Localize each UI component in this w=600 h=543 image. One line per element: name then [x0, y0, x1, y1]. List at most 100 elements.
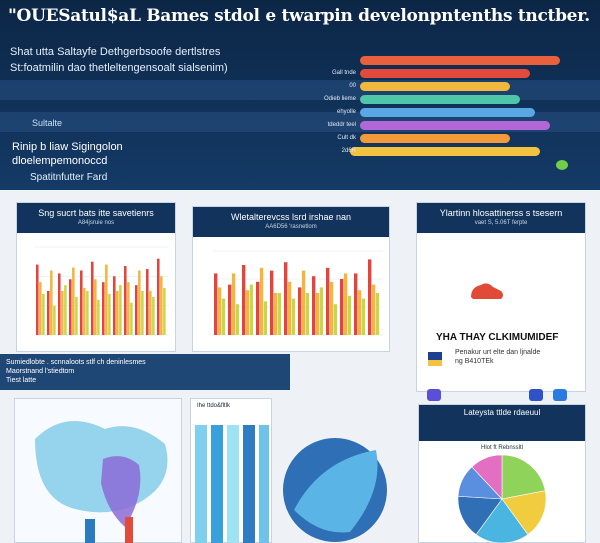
- world-map-graphic: [35, 421, 168, 543]
- hero-desc-line-1: Rinip b liaw Sigingolon: [12, 141, 123, 153]
- hero-band-label: Sultalte: [32, 118, 63, 128]
- hero-bar: [360, 82, 510, 91]
- pie-chart: [457, 454, 547, 543]
- bar: [319, 287, 324, 335]
- bar: [157, 258, 160, 335]
- bar: [94, 279, 97, 335]
- mid-section-header: Sumiedlobte . scnnaloots stlf ch deninle…: [0, 354, 290, 390]
- bar: [305, 293, 310, 335]
- bar: [50, 270, 53, 335]
- chat-icon[interactable]: [529, 389, 543, 401]
- message-icon[interactable]: [553, 389, 567, 401]
- panel-promo: Ylartinn hlosattinerss s tsesern vaet S,…: [416, 202, 586, 401]
- hero-bar: [350, 147, 540, 156]
- bar: [217, 287, 222, 335]
- bar: [69, 279, 72, 335]
- bar: [119, 285, 122, 335]
- bar: [249, 284, 254, 335]
- bar: [160, 276, 163, 335]
- bar: [340, 279, 344, 335]
- panel-5-header: Lateysta ttlde rdaeuul: [419, 405, 585, 441]
- bar: [361, 298, 366, 335]
- bar: [301, 270, 306, 335]
- bar: [61, 291, 64, 335]
- hero-subtitle-line-2: St:foatmilin dao thetleltengensoalt sial…: [10, 62, 228, 74]
- hero-bar: [360, 108, 535, 117]
- panel-1-subtitle: A84jsruie nos: [77, 220, 115, 226]
- bar: [80, 270, 83, 335]
- bar: [354, 273, 358, 335]
- bar: [343, 273, 348, 335]
- bar: [326, 267, 330, 335]
- promo-title: YHA THAY CLKIMUMIDEF: [436, 332, 559, 343]
- app-icon[interactable]: [427, 389, 441, 401]
- mid-line-1: Sumiedlobte . scnnaloots stlf ch deninle…: [6, 359, 146, 366]
- hero-bar-label: Cult dk: [337, 135, 356, 141]
- panel-bar-chart-2: Wletalterevcss lsrd irshae nan AA6D56 'r…: [192, 206, 390, 352]
- bar: [42, 293, 45, 335]
- hero-banner: "OUESatul$aL Bames stdol e twarpin devel…: [0, 0, 600, 190]
- globe-graphic: [283, 438, 387, 542]
- bar: [135, 285, 138, 335]
- bar: [371, 284, 376, 335]
- bar: [221, 298, 226, 335]
- bar: [64, 285, 67, 335]
- bar: [102, 282, 105, 335]
- mid-line-3: Tiest latte: [6, 377, 37, 384]
- bar: [242, 265, 246, 335]
- bar: [329, 281, 334, 335]
- panel-column-grid: Ihe ttdo&fltlk: [190, 398, 272, 543]
- bar: [228, 284, 232, 335]
- bar: [36, 264, 39, 335]
- status-dot: [556, 160, 568, 170]
- hero-subtitle-line-1: Shat utta Saltayfe Dethgerbsoofe dertlst…: [10, 46, 221, 58]
- bar: [83, 288, 86, 335]
- bar: [214, 273, 218, 335]
- bar: [368, 259, 372, 335]
- hero-bar-label: 00: [349, 83, 356, 89]
- bar: [138, 270, 141, 335]
- bar: [149, 291, 152, 335]
- panel-pie-chart: Lateysta ttlde rdaeuul Hlot ft Rebnssltl: [418, 404, 586, 543]
- promo-line-1: Penakur urt elte dan ljnalde: [455, 349, 541, 356]
- bar: [75, 296, 78, 335]
- hero-bar-label: ehyolle: [336, 109, 356, 115]
- hero-description: Rinip b liaw Sigingolon dloelempemonoccd: [12, 140, 123, 168]
- pie-slice: [457, 495, 503, 536]
- bar: [333, 304, 338, 335]
- bar: [284, 262, 288, 335]
- bar: [163, 288, 166, 335]
- bar-chart-1: [35, 246, 169, 336]
- bar: [105, 264, 108, 335]
- panel-5-title: Lateysta ttlde rdaeuul: [463, 408, 541, 417]
- bar: [108, 293, 111, 335]
- hero-bar: [360, 56, 560, 65]
- bar: [347, 295, 352, 335]
- panel-1-title: Sng sucrt bats itte savetienrs: [38, 208, 154, 218]
- bar: [277, 293, 282, 335]
- bar: [146, 269, 149, 335]
- bar: [315, 293, 320, 335]
- flag-icon: [428, 352, 442, 366]
- pie-slice: [471, 454, 503, 500]
- bar: [124, 266, 127, 335]
- hero-bar-label: Gall tnde: [331, 70, 356, 76]
- panel-5-subtitle: Hlot ft Rebnssltl: [480, 445, 523, 451]
- bar: [91, 261, 94, 335]
- bar: [298, 287, 302, 335]
- panel-3-title: Ylartinn hlosattinerss s tsesern: [439, 208, 563, 218]
- bar: [291, 298, 296, 335]
- bar: [130, 302, 133, 335]
- bar: [53, 305, 56, 335]
- hero-bar: [360, 95, 520, 104]
- panel-1-header: Sng sucrt bats itte savetienrs A84jsruie…: [17, 203, 175, 233]
- shoe-icon: [471, 283, 503, 299]
- bar: [375, 293, 380, 335]
- bar: [152, 296, 155, 335]
- bar-chart-2: [213, 250, 383, 336]
- pie-slice: [501, 490, 547, 536]
- promo-subtitle: Penakur urt elte dan ljnalde ng B410TEk: [455, 348, 540, 366]
- mid-line-2: Maorstnand l'stiedtom: [6, 368, 75, 375]
- bar: [256, 281, 260, 335]
- bar: [287, 281, 292, 335]
